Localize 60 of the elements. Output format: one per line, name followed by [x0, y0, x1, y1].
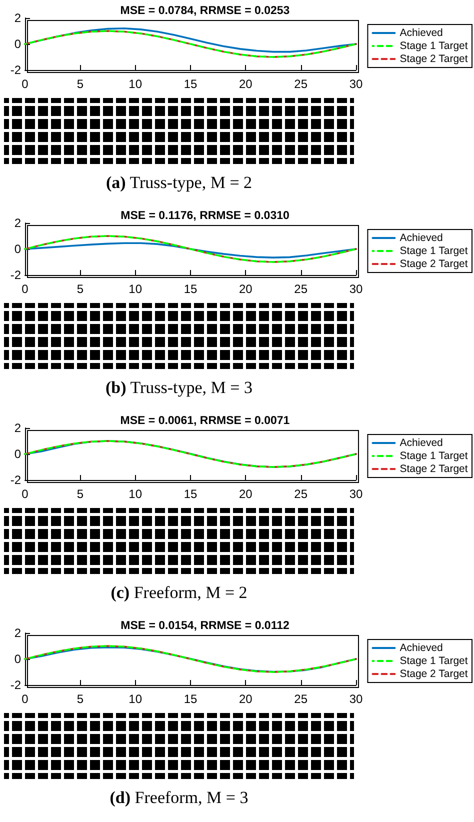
x-tick-label: 30	[349, 77, 363, 91]
x-tick-label: 25	[294, 487, 308, 501]
x-tick-label: 5	[76, 487, 84, 501]
x-tick-label: 25	[294, 692, 308, 706]
x-tick-label: 10	[128, 77, 142, 91]
x-tick-label: 5	[76, 282, 84, 296]
x-tick-label: 5	[76, 692, 84, 706]
legend-label: Stage 2 Target	[400, 258, 468, 270]
y-tick-label: 0	[14, 37, 22, 51]
x-tick-label: 15	[184, 692, 198, 706]
y-tick-label: 0	[14, 242, 22, 256]
x-tick-label: 30	[349, 487, 363, 501]
line-series	[24, 242, 357, 258]
line-series	[24, 30, 357, 58]
x-tick-label: 10	[128, 487, 142, 501]
legend-label: Achieved	[400, 27, 444, 39]
text: (c) Freeform, M = 2	[110, 583, 248, 603]
legend-label: Achieved	[400, 642, 444, 654]
x-tick-label: 30	[349, 282, 363, 296]
text: (a) Truss-type, M = 2	[104, 173, 254, 193]
legend-label: Achieved	[400, 437, 444, 449]
x-tick-label: 30	[349, 692, 363, 706]
x-tick-label: 10	[128, 282, 142, 296]
y-tick-label: 2	[14, 421, 22, 435]
legend-label: Stage 1 Target	[400, 40, 468, 52]
legend-label: Stage 2 Target	[400, 668, 468, 680]
x-tick-label: 20	[238, 487, 253, 501]
y-tick-label: -2	[10, 63, 22, 77]
legend-label: Stage 1 Target	[400, 245, 468, 257]
y-tick-label: 0	[14, 447, 22, 461]
y-tick-label: 2	[14, 216, 22, 230]
x-tick-label: 20	[238, 692, 253, 706]
y-tick-label: -2	[10, 268, 22, 282]
y-tick-label: 2	[14, 626, 22, 640]
x-tick-label: 25	[294, 77, 308, 91]
y-tick-label: -2	[10, 678, 22, 692]
chart-title: MSE = 0.1176, RRMSE = 0.0310	[120, 210, 290, 222]
x-tick-label: 10	[128, 692, 142, 706]
y-tick-label: -2	[10, 473, 22, 487]
y-tick-label: 2	[14, 11, 22, 25]
x-tick-label: 5	[76, 77, 84, 91]
line-series	[24, 235, 357, 263]
x-tick-label: 20	[238, 282, 253, 296]
x-tick-label: 25	[294, 282, 308, 296]
x-tick-label: 20	[238, 77, 253, 91]
legend-label: Stage 2 Target	[400, 463, 468, 475]
y-tick-label: 0	[14, 652, 22, 666]
text: (d) Freeform, M = 3	[108, 788, 250, 808]
legend-label: Stage 1 Target	[400, 655, 468, 667]
legend-label: Stage 1 Target	[400, 450, 468, 462]
x-tick-label: 15	[184, 77, 198, 91]
line-series	[24, 440, 357, 468]
legend-label: Achieved	[400, 232, 444, 244]
chart-title: MSE = 0.0784, RRMSE = 0.0253	[120, 5, 290, 17]
legend-label: Stage 2 Target	[400, 53, 468, 65]
x-tick-label: 15	[184, 487, 198, 501]
chart-title: MSE = 0.0154, RRMSE = 0.0112	[120, 620, 290, 632]
text: (b) Truss-type, M = 3	[104, 378, 254, 398]
x-tick-label: 15	[184, 282, 198, 296]
chart-title: MSE = 0.0061, RRMSE = 0.0071	[120, 415, 290, 427]
